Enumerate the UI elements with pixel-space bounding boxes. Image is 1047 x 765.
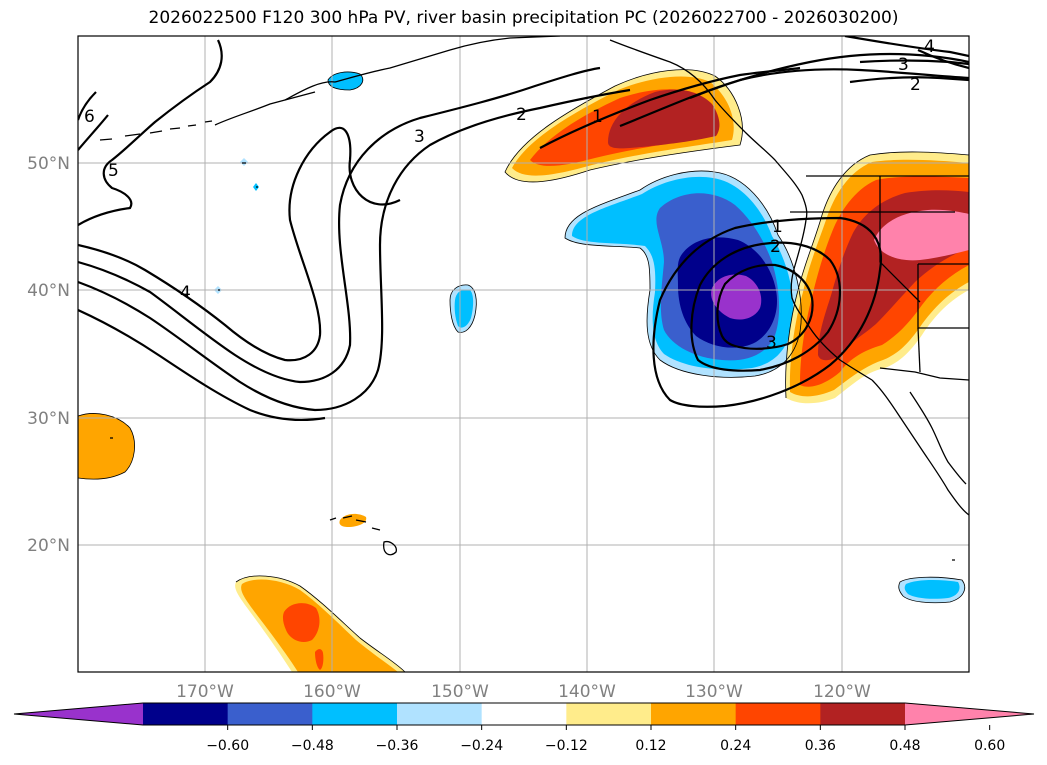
colorbar-cell	[227, 703, 313, 725]
fill-deep-sky-blue-east	[904, 579, 960, 599]
colorbar-tick-label: −0.60	[206, 738, 249, 754]
contour-1-main	[78, 308, 326, 422]
colorbar-tick-label: 0.36	[805, 738, 836, 754]
baja-inner	[909, 391, 967, 485]
alaska-panhandle	[609, 39, 746, 133]
contour-3-alaska	[689, 52, 969, 100]
fill-sky-blue-dot-1	[240, 158, 248, 166]
fill-deep-sky-blue-midpacific	[454, 289, 474, 328]
colorbar-ticks: −0.60 −0.48 −0.36 −0.24 −0.12 0.12 0.24 0.36 0.4…	[206, 725, 1005, 754]
west-coast-us	[790, 219, 873, 381]
contour-6	[78, 91, 109, 151]
colorbar-tick-label: 0.48	[889, 738, 920, 754]
colorbar-outline	[13, 702, 1035, 726]
colorbar-cell	[651, 703, 737, 725]
contour-1-cutoff	[652, 216, 883, 408]
contour-4-alaska	[844, 36, 969, 58]
contour-label-1-cutoff: 1	[772, 217, 783, 237]
contour-label-2-ne: 2	[910, 75, 921, 95]
contour-label-6: 6	[84, 107, 95, 127]
lon-label-120w: 120°W	[813, 682, 871, 702]
contour-label-3-cutoff: 3	[766, 333, 777, 353]
hawaii-islands	[329, 515, 397, 556]
contour-2-alaska	[619, 68, 969, 128]
contour-label-4: 4	[180, 283, 191, 303]
colorbar-cell	[481, 703, 567, 725]
lat-label-40n: 40°N	[27, 281, 70, 301]
contour-label-1: 1	[592, 107, 603, 127]
aleutian-islands	[99, 120, 213, 141]
bc-coast	[744, 131, 808, 221]
fill-orange-west-edge	[78, 413, 135, 480]
lon-label-160w: 160°W	[303, 682, 361, 702]
lat-label-20n: 20°N	[27, 536, 70, 556]
lat-label-50n: 50°N	[27, 154, 70, 174]
contour-label-2: 2	[516, 105, 527, 125]
colorbar-cell	[735, 703, 821, 725]
colorbar-extend-high	[905, 703, 1034, 725]
colorbar-tick-label: −0.48	[291, 738, 334, 754]
lon-label-170w: 170°W	[176, 682, 234, 702]
colorbar-tick-label: 0.12	[635, 738, 666, 754]
colorbar-tick-label: 0.24	[720, 738, 751, 754]
precip-anomaly-small-patches	[78, 72, 965, 672]
colorbar-cell	[143, 703, 229, 725]
colorbar: −0.60 −0.48 −0.36 −0.24 −0.12 0.12 0.24 0.36 0.4…	[13, 702, 1035, 754]
fill-orange-red-south	[282, 603, 320, 642]
contour-4-south	[78, 126, 401, 362]
state-border-id	[879, 176, 955, 213]
colorbar-tick-label: −0.36	[376, 738, 419, 754]
colorbar-tick-label: 0.60	[974, 738, 1005, 754]
contour-3-cutoff	[716, 263, 814, 350]
colorbar-cells	[14, 703, 1034, 725]
baja-coast	[871, 379, 969, 516]
precip-anomaly-california-offshore	[565, 170, 802, 378]
contour-label-3-ne: 3	[898, 55, 909, 75]
state-border-az	[917, 327, 921, 373]
fill-orange-red-south-tip	[315, 649, 324, 670]
contour-2-cutoff	[690, 241, 841, 372]
dot-islands	[110, 162, 955, 561]
pv-contour-labels: 6 5 4 3 2 1 1 2 3 2 3 4	[84, 37, 935, 353]
colorbar-extend-low	[14, 703, 143, 725]
colorbar-cell	[820, 703, 906, 725]
contour-3-ne	[859, 59, 969, 66]
contour-2-main	[78, 88, 631, 412]
colorbar-cell	[397, 703, 483, 725]
latitude-labels: 50°N 40°N 30°N 20°N	[27, 154, 70, 556]
contour-label-3: 3	[414, 127, 425, 147]
colorbar-tick-label: −0.24	[460, 738, 503, 754]
contour-3-main	[78, 66, 601, 384]
lon-label-150w: 150°W	[431, 682, 489, 702]
pv-contours	[78, 36, 969, 422]
colorbar-cell	[566, 703, 652, 725]
lon-label-140w: 140°W	[558, 682, 616, 702]
alaska-coast	[284, 36, 561, 101]
anomaly-outlines	[78, 69, 969, 672]
colorbar-cell	[312, 703, 398, 725]
us-mexico-border	[879, 367, 969, 381]
contour-label-5: 5	[108, 161, 119, 181]
contour-label-4-ne: 4	[924, 37, 935, 57]
longitude-labels: 170°W 160°W 150°W 140°W 130°W 120°W	[176, 682, 871, 702]
map-plot-area: 6 5 4 3 2 1 1 2 3 2 3 4	[78, 36, 969, 672]
map-title: 2026022500 F120 300 hPa PV, river basin …	[148, 8, 899, 28]
fill-pink	[874, 209, 969, 261]
lon-label-130w: 130°W	[685, 682, 743, 702]
alaska-peninsula	[214, 91, 316, 126]
contour-label-2-cutoff: 2	[770, 237, 781, 257]
contour-5	[78, 39, 223, 226]
colorbar-tick-label: −0.12	[545, 738, 588, 754]
map-frame	[77, 35, 970, 673]
contour-2-ne	[849, 76, 969, 84]
lat-label-30n: 30°N	[27, 409, 70, 429]
fill-orange-south	[241, 579, 398, 672]
